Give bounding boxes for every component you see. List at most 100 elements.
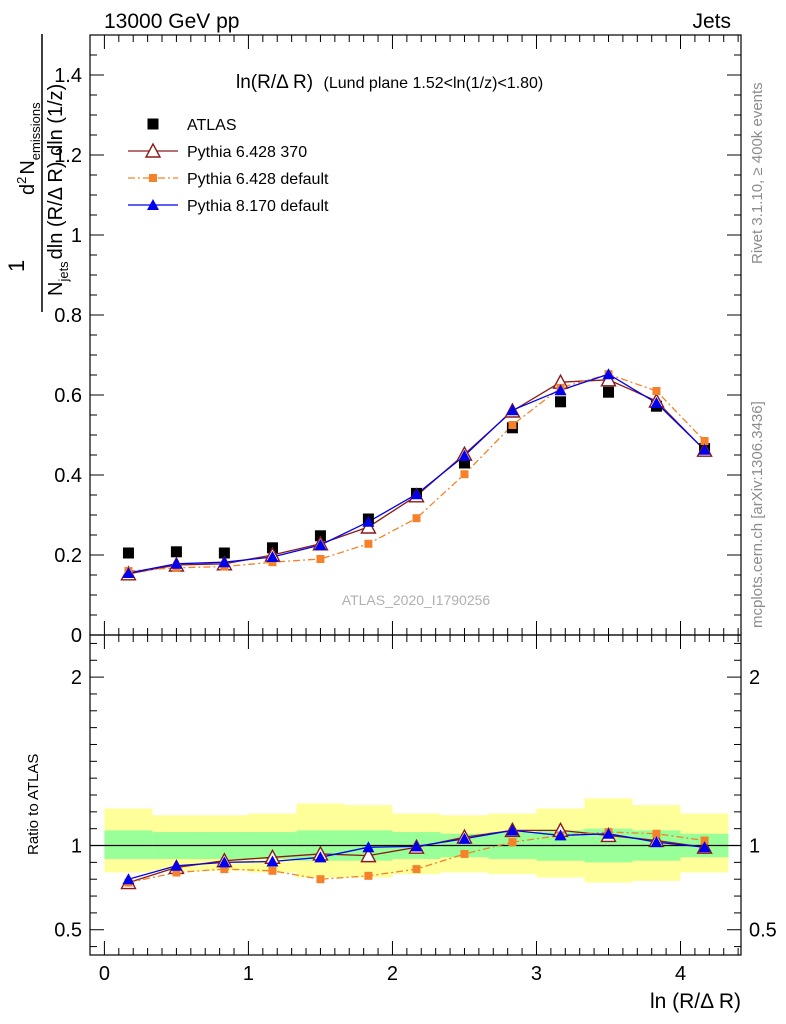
ylabel-denominator: Njetsdln (R/Δ R) dln (1/z) (45, 84, 71, 296)
main-point-open-triangle (600, 371, 617, 387)
main-point-filled-triangle (506, 404, 519, 416)
main-point-filled-triangle (458, 449, 471, 461)
legend-marker-orange-square-dashdot (149, 174, 157, 182)
legend-marker-data (147, 118, 159, 130)
ratio-point-orange-square-dashdot (316, 875, 325, 884)
main-point-filled-triangle (602, 368, 615, 380)
main-point-filled-triangle (554, 384, 567, 396)
xtick-label: 3 (531, 963, 542, 985)
ratio-point-filled-triangle (410, 840, 423, 852)
main-ytick-label: 1 (71, 225, 82, 247)
header-jets-label: Jets (692, 10, 731, 33)
ylabel-num-sup: 2 (14, 177, 29, 184)
ratio-point-orange-square-dashdot (268, 866, 277, 875)
ratio-ytick-label-right: 2 (749, 667, 760, 689)
ratio-panel-frame (89, 634, 742, 956)
main-point-orange-square-dashdot (364, 539, 373, 548)
main-point-filled-triangle (650, 397, 663, 408)
header-energy-label: 13000 GeV pp (104, 10, 239, 33)
main-axis-ticks: 0 0.2 0.4 0.6 0.8 1 1.2 1.4 (54, 34, 741, 647)
legend-marker-filled-triangle (147, 199, 159, 210)
main-point-filled-triangle (410, 488, 423, 500)
mcplots-label: mcplots.cern.ch [arXiv:1306.3436] (749, 401, 766, 628)
main-title-variable: ln(R/Δ R) (236, 72, 313, 93)
ratio-point-filled-triangle (554, 829, 567, 841)
ratio-ytick-label-right: 1 (749, 836, 760, 858)
main-ylabel: 1 d2 Nemissions Njetsdln (R/Δ R) dln (1/z… (4, 34, 71, 312)
main-point-orange-square-dashdot (460, 470, 469, 479)
ratio-point-filled-triangle (170, 859, 183, 871)
ylabel-one: 1 (4, 260, 29, 272)
rivet-version-label: Rivet 3.1.10, ≥ 400k events (749, 82, 766, 264)
main-title-selection: (Lund plane 1.52<ln(1/z)<1.80) (324, 75, 544, 92)
ratio-axis-ticks: 0 1 2 3 4 0.5 0.5 1 1 2 2 (54, 635, 777, 985)
ratio-point-filled-triangle (602, 827, 615, 839)
ratio-ytick-label: 0.5 (54, 920, 82, 942)
legend-marker-open-triangle (144, 142, 162, 158)
main-point-orange-square-dashdot (412, 514, 421, 523)
main-point-data (218, 547, 230, 559)
ratio-ylabel: Ratio to ATLAS (25, 754, 42, 855)
main-ytick-label: 0.4 (54, 465, 82, 487)
ylabel-den-rest: dln (R/Δ R) dln (1/z) (45, 84, 67, 260)
main-point-orange-square-dashdot (508, 421, 517, 429)
ylabel-num-d: d (17, 184, 39, 195)
ratio-point-filled-triangle (266, 855, 279, 867)
ratio-point-filled-triangle (650, 836, 663, 848)
main-point-data (602, 386, 614, 398)
ratio-point-orange-square-dashdot (412, 865, 421, 874)
main-ytick-label: 1.4 (54, 65, 82, 87)
xtick-label: 4 (675, 963, 686, 985)
main-point-data (555, 396, 567, 408)
ratio-point-orange-square-dashdot (364, 871, 373, 880)
main-line-filled-triangle (128, 373, 706, 574)
main-ytick-label: 0.8 (54, 305, 82, 327)
main-line-open-triangle (128, 379, 706, 575)
ratio-series-group (120, 821, 713, 890)
ratio-point-orange-square-dashdot (700, 836, 709, 845)
main-point-data (458, 457, 470, 469)
main-point-data (170, 546, 182, 558)
xtick-label: 2 (387, 963, 398, 985)
main-point-orange-square-dashdot (652, 387, 661, 395)
ratio-point-filled-triangle (698, 841, 711, 853)
ratio-point-orange-square-dashdot (460, 849, 469, 858)
ratio-ytick-label: 2 (71, 667, 82, 689)
main-ytick-label: 0.6 (54, 385, 82, 407)
main-point-filled-triangle (266, 551, 279, 562)
ratio-point-filled-triangle (122, 873, 135, 885)
legend: ATLAS Pythia 6.428 370 Pythia 6.428 defaul… (128, 117, 329, 215)
legend-label: Pythia 6.428 370 (187, 144, 307, 161)
ratio-point-orange-square-dashdot (172, 868, 181, 877)
main-point-filled-triangle (218, 556, 231, 568)
ratio-band-inner-bin (104, 830, 153, 859)
main-ytick-label: 0.2 (54, 545, 82, 567)
analysis-watermark: ATLAS_2020_I1790256 (342, 592, 491, 608)
main-line-orange-square-dashdot (128, 373, 706, 572)
main-ytick-label: 1.2 (54, 145, 82, 167)
ratio-point-filled-triangle (506, 824, 519, 836)
main-point-orange-square-dashdot (316, 555, 325, 563)
ratio-ytick-label-right: 0.5 (749, 920, 777, 942)
main-point-data (122, 547, 134, 559)
ylabel-den-n: N (45, 282, 67, 296)
ylabel-numerator: d2 Nemissions (14, 102, 43, 195)
ratio-point-open-triangle (360, 847, 377, 863)
main-ytick-label: 0 (71, 625, 82, 647)
main-point-filled-triangle (170, 557, 183, 569)
xtick-label: 0 (99, 963, 110, 985)
main-point-filled-triangle (362, 515, 375, 527)
main-series-group (120, 368, 713, 581)
ylabel-num-sub: emissions (28, 102, 43, 160)
ratio-ytick-label: 1 (71, 836, 82, 858)
main-point-filled-triangle (122, 567, 135, 578)
ylabel-num-n: N (17, 160, 39, 174)
x-axis-label: ln (R/Δ R) (650, 990, 741, 1013)
ratio-point-filled-triangle (362, 841, 375, 853)
main-point-orange-square-dashdot (268, 558, 277, 567)
legend-label: Pythia 6.428 default (187, 171, 329, 188)
ratio-point-filled-triangle (314, 851, 327, 863)
main-title: ln(R/Δ R) (Lund plane 1.52<ln(1/z)<1.80) (236, 72, 543, 93)
ratio-point-orange-square-dashdot (652, 829, 661, 838)
